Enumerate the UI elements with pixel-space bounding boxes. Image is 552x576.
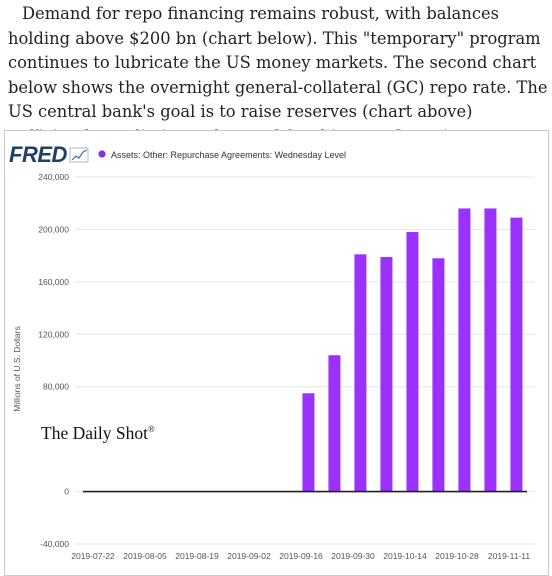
fred-logo[interactable]: FRED — [9, 142, 68, 167]
watermark-text: The Daily Shot — [41, 423, 148, 443]
y-tick-label: -40,000 — [40, 539, 69, 549]
legend-dot — [98, 150, 106, 158]
y-tick-label: 80,000 — [43, 382, 69, 392]
x-tick-label: 2019-10-28 — [435, 551, 479, 561]
bar-2019-10-09 — [380, 256, 393, 492]
x-tick-label: 2019-08-19 — [175, 551, 219, 561]
x-tick-label: 2019-09-30 — [331, 551, 375, 561]
x-tick-label: 2019-07-22 — [71, 551, 115, 561]
bar-2019-09-18 — [302, 393, 315, 492]
x-tick-label: 2019-09-02 — [227, 551, 271, 561]
x-tick-labels: 2019-07-22 2019-08-05 2019-08-19 2019-09-02… — [71, 551, 530, 561]
y-tick-label: 120,000 — [38, 329, 69, 339]
bar-2019-10-23 — [432, 258, 445, 492]
bar-2019-10-30 — [458, 208, 471, 492]
y-tick-label: 0 — [64, 487, 69, 497]
y-tick-label: 200,000 — [38, 224, 69, 234]
daily-shot-watermark: The Daily Shot® — [41, 423, 155, 443]
y-tick-labels: -40,000 0 80,000 120,000 160,000 200,000 240,0… — [38, 172, 69, 549]
bars — [302, 208, 523, 492]
x-tick-label: 2019-08-05 — [123, 551, 167, 561]
legend-label: Assets: Other: Repurchase Agreements: We… — [111, 150, 346, 160]
x-tick-label: 2019-11-11 — [488, 551, 530, 561]
x-tick-label: 2019-10-14 — [383, 551, 427, 561]
watermark-registered-mark: ® — [148, 424, 155, 434]
fred-logo-chart-icon — [69, 147, 89, 163]
bar-2019-09-25 — [328, 355, 341, 492]
y-tick-label: 160,000 — [38, 277, 69, 287]
chart-svg: FRED Assets: Other: Repurchase Agreement… — [9, 142, 535, 561]
bar-2019-10-02 — [354, 254, 367, 492]
bar-2019-11-06 — [484, 208, 497, 492]
bar-2019-11-13 — [510, 217, 523, 492]
fred-chart: FRED Assets: Other: Repurchase Agreement… — [4, 130, 549, 576]
article-paragraph: Demand for repo financing remains robust… — [8, 4, 548, 146]
x-tick-label: 2019-09-16 — [279, 551, 323, 561]
y-tick-label: 240,000 — [38, 172, 69, 182]
bar-2019-10-16 — [406, 232, 419, 492]
y-axis-label: Millions of U.S. Dollars — [12, 326, 22, 412]
